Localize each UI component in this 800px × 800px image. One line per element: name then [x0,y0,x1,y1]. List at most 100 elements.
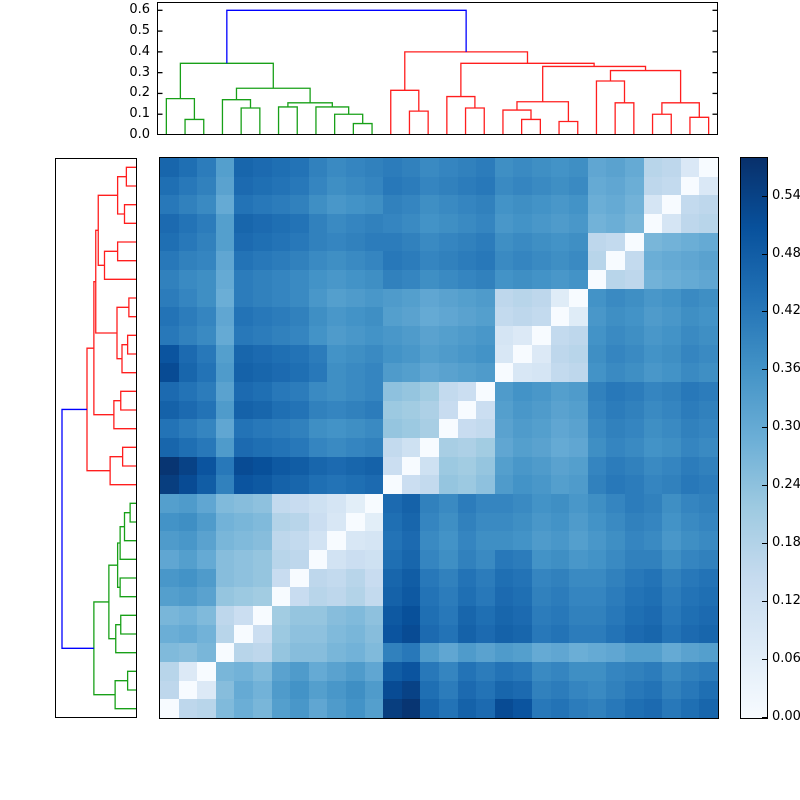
heatmap-cell [643,213,663,233]
top-axis-tick-label: 0.0 [129,127,150,142]
heatmap-cell [364,400,384,420]
heatmap-cell [532,605,551,625]
heatmap-cell [625,661,644,681]
heatmap-cell [439,437,458,457]
heatmap-cell [494,512,514,532]
heatmap-cell [308,269,328,289]
heatmap-cell [234,307,253,326]
heatmap-cell [699,232,718,252]
heatmap-cell [346,251,365,270]
heatmap-cell [476,344,495,364]
heatmap-cell [327,269,346,289]
heatmap-cell [290,624,309,644]
heatmap-cell [625,605,644,625]
heatmap-cell [346,624,365,644]
heatmap-cell [606,568,625,588]
heatmap-cell [476,195,495,214]
heatmap-cell [625,699,644,718]
heatmap-cell [401,176,421,196]
heatmap-cell [401,437,421,457]
heatmap-cell [271,419,291,438]
heatmap-cell [383,512,402,532]
heatmap-cell [420,213,439,233]
heatmap-cell [346,363,365,382]
heatmap-cell [587,269,607,289]
heatmap-cell [178,325,198,345]
heatmap-cell [532,158,551,177]
heatmap-cell [439,363,458,382]
heatmap-cell [680,176,700,196]
dendrogram-link [93,601,116,696]
heatmap-cell [215,213,235,233]
heatmap-cell [420,400,439,420]
heatmap-cell [476,400,495,420]
dendrogram-link [516,101,570,122]
heatmap-cell [197,195,216,214]
heatmap-cell [401,605,421,625]
heatmap-cell [476,381,495,401]
heatmap-cell [606,605,625,625]
heatmap-cell [253,213,272,233]
heatmap-cell [494,699,514,718]
heatmap-cell [606,437,625,457]
heatmap-cell [625,381,644,401]
dendrogram-link [460,62,595,97]
heatmap-cell [308,158,328,177]
heatmap-cell [606,699,625,718]
heatmap-cell [457,213,477,233]
heatmap-cell [606,493,625,513]
heatmap-cell [346,437,365,457]
heatmap-cell [383,400,402,420]
heatmap-cell [346,381,365,401]
heatmap-cell [253,381,272,401]
dendrogram-link [93,281,114,416]
heatmap-cell [308,568,328,588]
heatmap-cell [364,699,384,718]
dendrogram-link [121,446,137,467]
heatmap-cell [513,251,532,270]
heatmap-cell [439,176,458,196]
heatmap-cell [308,195,328,214]
heatmap-cell [643,661,663,681]
heatmap-cell [401,493,421,513]
heatmap-cell [215,512,235,532]
heatmap-cell [327,213,346,233]
heatmap-cell [532,288,551,308]
heatmap-cell [587,549,607,569]
heatmap-cell [625,325,644,345]
heatmap-cell [178,288,198,308]
heatmap-cell [532,624,551,644]
heatmap-cell [494,493,514,513]
heatmap-cell [550,512,570,532]
heatmap-cell [587,624,607,644]
heatmap-cell [494,419,514,438]
heatmap-cell [680,699,700,718]
dendrogram-link [689,116,710,135]
heatmap-cell [383,307,402,326]
heatmap-cell [625,363,644,382]
dendrogram-link [352,122,373,135]
heatmap-cell [532,643,551,662]
heatmap-cell [457,643,477,662]
heatmap-cell [178,419,198,438]
heatmap-cell [699,213,718,233]
heatmap-cell [476,419,495,438]
heatmap-cell [643,624,663,644]
heatmap-cell [327,475,346,494]
heatmap-cell [606,381,625,401]
dendrogram-link [116,241,137,262]
heatmap-cell [271,643,291,662]
heatmap-cell [439,549,458,569]
colorbar-axis: 0.00 0.06 0.12 0.18 0.24 0.30 0.36 0.42 0.48 0.54 [772,157,800,724]
heatmap-cell [364,680,384,700]
heatmap-cell [420,549,439,569]
heatmap-cell [643,587,663,606]
heatmap-cell [662,307,681,326]
heatmap-cell [569,456,588,476]
heatmap-cell [439,158,458,177]
heatmap-cell [699,269,718,289]
heatmap-cell [662,288,681,308]
heatmap-cell [364,363,384,382]
heatmap-cell [160,437,179,457]
heatmap-cell [160,699,179,718]
